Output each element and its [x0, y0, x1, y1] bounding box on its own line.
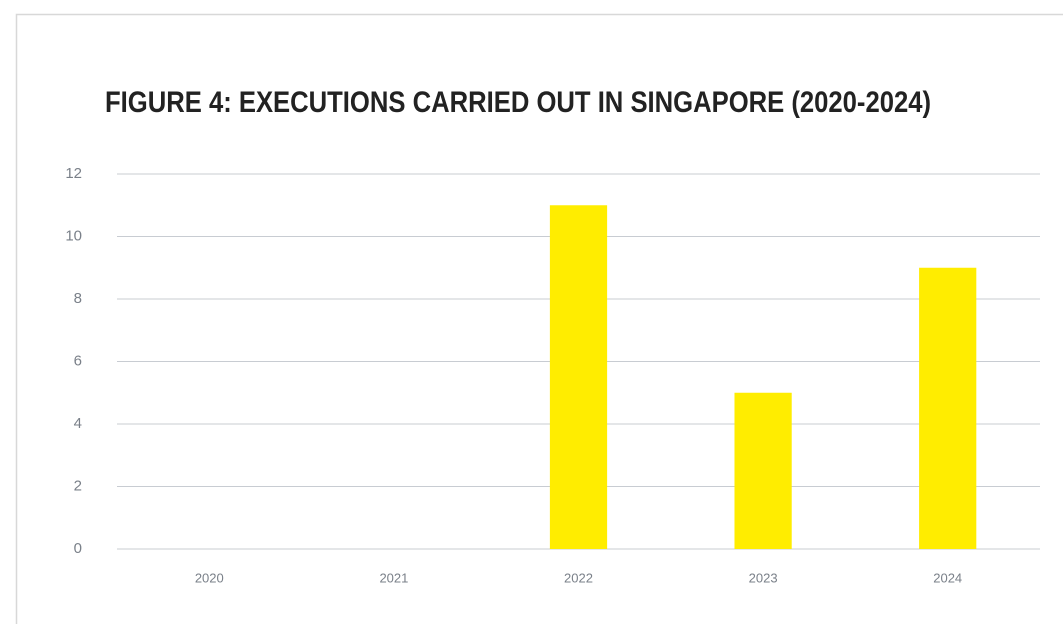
y-tick-label: 2 — [74, 477, 82, 494]
y-tick-label: 6 — [74, 352, 82, 369]
x-tick-label: 2024 — [933, 570, 962, 585]
x-tick-label: 2021 — [379, 570, 408, 585]
y-tick-label: 12 — [65, 165, 82, 182]
bar — [734, 392, 792, 549]
bar — [919, 267, 977, 549]
y-tick-label: 8 — [74, 290, 82, 307]
y-tick-label: 10 — [65, 227, 82, 244]
y-tick-label: 4 — [74, 415, 82, 432]
y-tick-label: 0 — [74, 540, 82, 557]
chart-title: FIGURE 4: EXECUTIONS CARRIED OUT IN SING… — [105, 86, 931, 119]
x-tick-label: 2023 — [749, 570, 778, 585]
bar — [549, 205, 608, 549]
frame — [15, 13, 1063, 624]
x-tick-label: 2020 — [195, 570, 224, 585]
x-tick-label: 2022 — [564, 570, 593, 585]
